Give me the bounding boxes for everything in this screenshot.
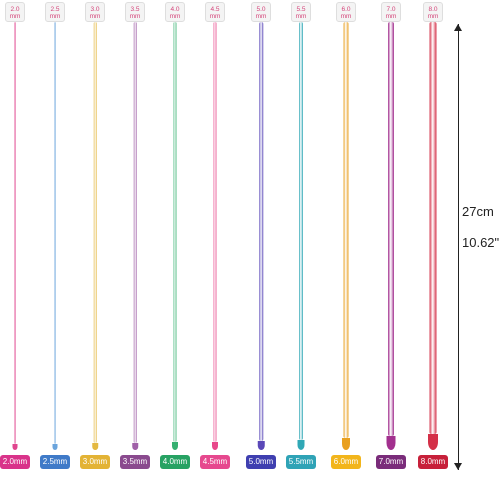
crochet-hook-5-0mm: 5.0 mm <box>246 0 276 470</box>
hook-size-label: 4.0mm <box>160 455 190 469</box>
hook-size-label: 4.5mm <box>200 455 230 469</box>
hook-size-cap: 6.0 mm <box>336 2 356 22</box>
hook-shaft <box>14 22 16 444</box>
hook-shaft <box>429 22 437 434</box>
hook-size-label: 2.5mm <box>40 455 70 469</box>
hook-tip-icon <box>132 443 138 450</box>
hook-tip-icon <box>257 441 265 450</box>
hook-tip-icon <box>92 443 98 450</box>
crochet-hook-7-0mm: 7.0 mm <box>376 0 406 470</box>
crochet-hook-4-5mm: 4.5 mm <box>200 0 230 470</box>
hook-size-label: 6.0mm <box>331 455 361 469</box>
hook-size-cap-text: 5.5 mm <box>295 6 307 20</box>
hook-size-cap-text: 2.0 mm <box>9 6 21 20</box>
crochet-hook-2-5mm: 2.5 mm <box>40 0 70 470</box>
hook-size-cap: 5.0 mm <box>251 2 271 22</box>
hook-tip-icon <box>212 442 218 450</box>
hook-size-label: 5.5mm <box>286 455 316 469</box>
hook-shaft <box>388 22 394 436</box>
hook-tip-icon <box>172 442 178 450</box>
hook-tip-icon <box>342 438 350 450</box>
hook-size-cap: 2.0 mm <box>5 2 25 22</box>
hook-size-label: 2.0mm <box>0 455 30 469</box>
crochet-hook-6-0mm: 6.0 mm <box>331 0 361 470</box>
hook-shaft <box>173 22 177 442</box>
crochet-hook-5-5mm: 5.5 mm <box>286 0 316 470</box>
hook-size-label: 3.0mm <box>80 455 110 469</box>
crochet-hook-8-0mm: 8.0 mm <box>418 0 448 470</box>
hook-tip-icon <box>297 440 305 450</box>
hook-shaft <box>54 22 56 444</box>
hook-shaft <box>299 22 303 440</box>
hook-size-cap: 3.0 mm <box>85 2 105 22</box>
crochet-hook-4-0mm: 4.0 mm <box>160 0 190 470</box>
hook-size-cap-text: 8.0 mm <box>427 6 439 20</box>
hook-tip-icon <box>12 444 18 450</box>
crochet-hook-3-5mm: 3.5 mm <box>120 0 150 470</box>
hook-shaft <box>213 22 217 442</box>
hook-size-cap: 8.0 mm <box>423 2 443 22</box>
hook-size-cap-text: 4.5 mm <box>209 6 221 20</box>
hook-size-cap-text: 5.0 mm <box>255 6 267 20</box>
hook-size-cap: 5.5 mm <box>291 2 311 22</box>
crochet-hook-2-0mm: 2.0 mm <box>0 0 30 470</box>
hook-shaft <box>343 22 349 438</box>
hook-size-cap-text: 7.0 mm <box>385 6 397 20</box>
dimension-arrow-top-icon <box>454 24 462 31</box>
hook-size-cap-text: 6.0 mm <box>340 6 352 20</box>
hook-tip-icon <box>386 436 396 450</box>
hook-size-cap-text: 2.5 mm <box>49 6 61 20</box>
dimension-line <box>458 24 459 470</box>
hook-shaft <box>133 22 137 443</box>
dimension-cm-text: 27cm <box>462 204 494 219</box>
hook-shaft <box>259 22 263 441</box>
hook-size-cap: 4.0 mm <box>165 2 185 22</box>
hook-tip-icon <box>428 434 438 450</box>
hook-size-cap-text: 3.5 mm <box>129 6 141 20</box>
hook-size-cap: 2.5 mm <box>45 2 65 22</box>
hook-size-label: 5.0mm <box>246 455 276 469</box>
hook-shaft <box>93 22 97 443</box>
hook-size-cap-text: 4.0 mm <box>169 6 181 20</box>
hook-size-label: 3.5mm <box>120 455 150 469</box>
hook-size-cap: 7.0 mm <box>381 2 401 22</box>
hook-size-cap: 3.5 mm <box>125 2 145 22</box>
dimension-inch-text: 10.62" <box>462 235 499 250</box>
hook-size-label: 7.0mm <box>376 455 406 469</box>
hook-size-cap: 4.5 mm <box>205 2 225 22</box>
crochet-hook-3-0mm: 3.0 mm <box>80 0 110 470</box>
dimension-arrow-bottom-icon <box>454 463 462 470</box>
hook-size-label: 8.0mm <box>418 455 448 469</box>
hook-tip-icon <box>52 444 58 450</box>
hook-size-cap-text: 3.0 mm <box>89 6 101 20</box>
